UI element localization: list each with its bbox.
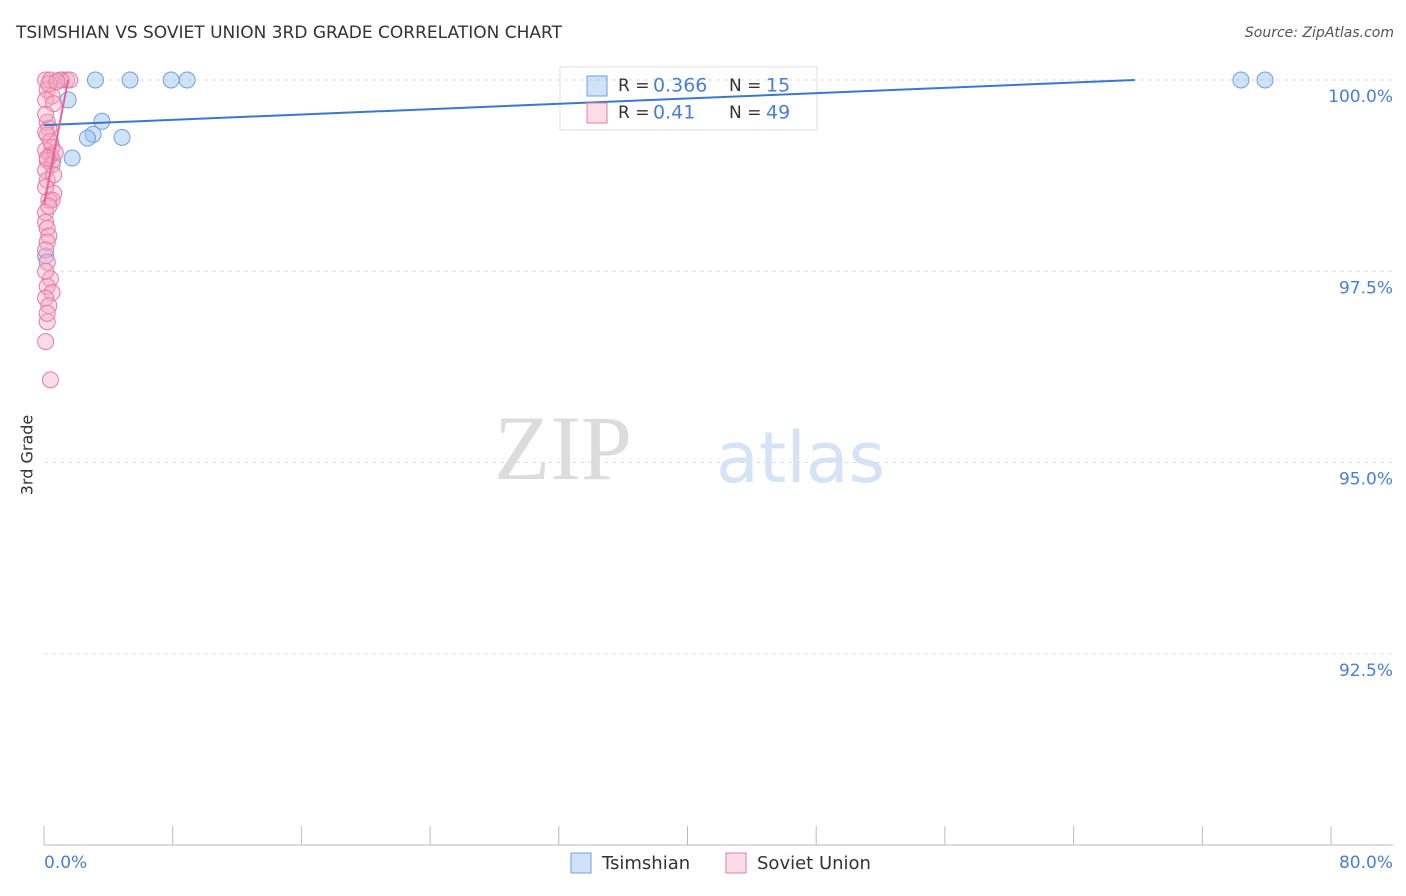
stat-label: N = bbox=[729, 76, 761, 96]
source: Source: ZipAtlas.com bbox=[1245, 25, 1394, 41]
stat-label: R = bbox=[618, 76, 649, 96]
point bbox=[40, 227, 58, 245]
point bbox=[78, 129, 96, 147]
point bbox=[162, 71, 180, 89]
watermark: atlas bbox=[716, 417, 885, 499]
point bbox=[38, 149, 56, 167]
x-tick-label: 0.0% bbox=[44, 853, 87, 873]
stat-label: R = bbox=[618, 103, 649, 123]
legend-swatch bbox=[725, 852, 747, 874]
chart-title: TSIMSHIAN VS SOVIET UNION 3RD GRADE CORR… bbox=[15, 23, 563, 43]
y-axis-label: 3rd Grade bbox=[18, 415, 37, 496]
point bbox=[121, 71, 139, 89]
point bbox=[93, 112, 111, 130]
legend-label: Soviet Union bbox=[757, 853, 871, 874]
point bbox=[37, 247, 55, 265]
point bbox=[178, 71, 196, 89]
point bbox=[37, 105, 55, 123]
point bbox=[41, 132, 59, 150]
point bbox=[86, 71, 104, 89]
point bbox=[40, 197, 58, 215]
point bbox=[113, 128, 131, 146]
point bbox=[37, 91, 55, 109]
n-value: 49 bbox=[766, 102, 790, 124]
r-value: 0.41 bbox=[653, 102, 695, 124]
legend-swatch bbox=[586, 102, 608, 124]
point bbox=[38, 304, 56, 322]
watermark: ZIP bbox=[494, 397, 632, 499]
point bbox=[1232, 71, 1250, 89]
legend-swatch bbox=[570, 852, 592, 874]
point bbox=[1256, 71, 1274, 89]
point bbox=[37, 241, 55, 259]
y-tick-label: 92.5% bbox=[1339, 661, 1393, 681]
legend-swatch bbox=[586, 75, 608, 97]
point bbox=[41, 371, 59, 389]
point bbox=[37, 262, 55, 280]
point bbox=[48, 73, 66, 91]
y-tick-label: 97.5% bbox=[1339, 278, 1393, 298]
n-value: 15 bbox=[766, 75, 790, 97]
point bbox=[37, 333, 55, 351]
point bbox=[37, 213, 55, 231]
point bbox=[63, 149, 81, 167]
point bbox=[37, 123, 55, 141]
stat-label: N = bbox=[729, 103, 761, 123]
point bbox=[61, 71, 79, 89]
trend-line bbox=[43, 79, 70, 205]
legend-label: Tsimshian bbox=[601, 853, 690, 874]
r-value: 0.366 bbox=[653, 75, 707, 97]
y-tick-label: 100.0% bbox=[1328, 87, 1393, 107]
y-tick-label: 95.0% bbox=[1339, 470, 1393, 490]
x-tick-label: 80.0% bbox=[1339, 853, 1393, 873]
